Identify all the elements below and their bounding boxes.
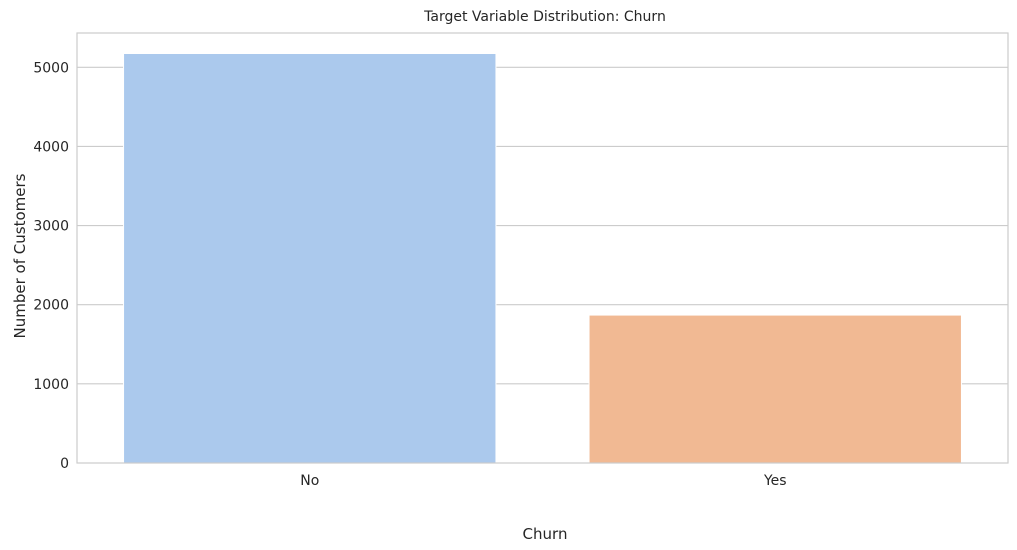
bars (123, 52, 962, 464)
bar-yes (588, 314, 962, 464)
bar-no (123, 52, 497, 464)
x-tick-label-yes: Yes (763, 473, 787, 489)
chart-title: Target Variable Distribution: Churn (423, 9, 666, 25)
y-axis-label: Number of Customers (11, 173, 29, 338)
x-tick-label-no: No (300, 473, 319, 489)
y-tick-label: 5000 (33, 60, 69, 76)
y-tick-label: 1000 (33, 377, 69, 393)
y-tick-label: 0 (60, 456, 69, 472)
x-axis-label: Churn (523, 525, 568, 543)
y-tick-label: 3000 (33, 219, 69, 235)
y-tick-label: 4000 (33, 139, 69, 155)
x-tick-labels: No Yes (300, 473, 786, 489)
plot-frame (76, 32, 1009, 464)
y-tick-labels: 0 1000 2000 3000 4000 5000 (33, 60, 69, 472)
y-tick-label: 2000 (33, 298, 69, 314)
